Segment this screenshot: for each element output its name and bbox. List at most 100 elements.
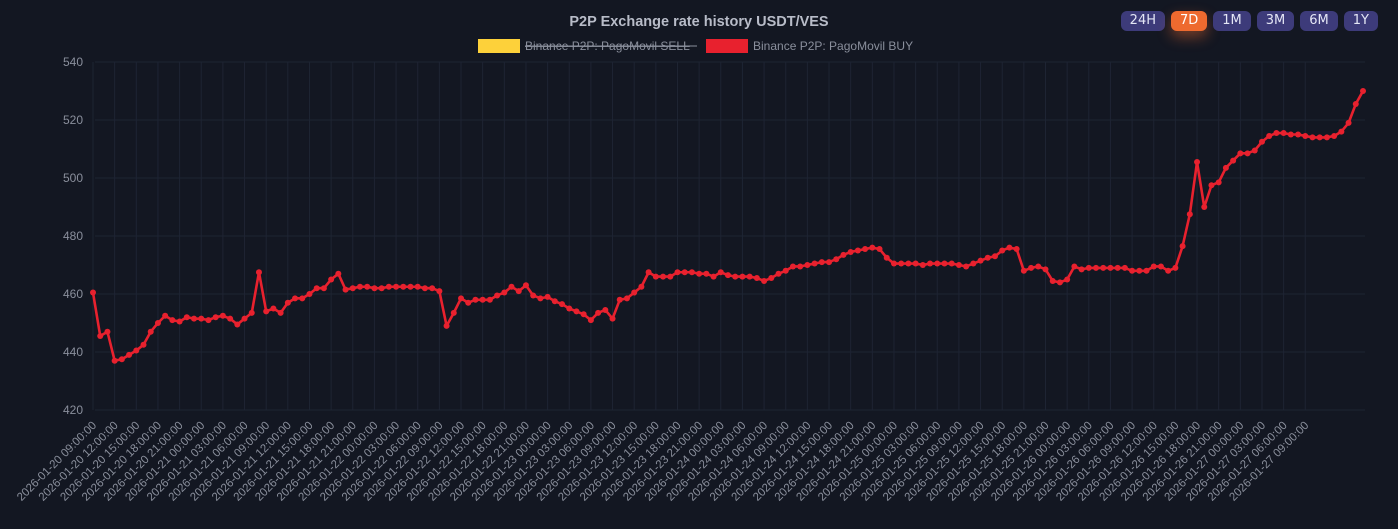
data-point[interactable]: [645, 269, 652, 276]
data-point[interactable]: [898, 260, 905, 267]
data-point[interactable]: [1273, 130, 1280, 137]
data-point[interactable]: [566, 305, 573, 312]
data-point[interactable]: [631, 289, 638, 296]
data-point[interactable]: [919, 262, 926, 268]
data-point[interactable]: [234, 321, 241, 328]
data-point[interactable]: [580, 311, 587, 318]
data-point[interactable]: [833, 256, 840, 263]
data-point[interactable]: [1100, 264, 1107, 271]
data-point[interactable]: [1020, 267, 1027, 274]
data-point[interactable]: [263, 308, 270, 315]
data-point[interactable]: [227, 315, 234, 322]
data-point[interactable]: [681, 269, 688, 276]
data-point[interactable]: [977, 257, 984, 264]
data-point[interactable]: [1129, 267, 1136, 274]
data-point[interactable]: [479, 296, 486, 303]
data-point[interactable]: [198, 315, 205, 322]
data-point[interactable]: [551, 298, 558, 305]
data-point[interactable]: [342, 286, 349, 293]
data-point[interactable]: [804, 262, 811, 268]
data-point[interactable]: [1165, 267, 1172, 274]
data-point[interactable]: [1222, 164, 1229, 171]
data-point[interactable]: [587, 317, 594, 324]
data-point[interactable]: [472, 296, 479, 303]
legend-label[interactable]: Binance P2P: PagoMovil BUY: [753, 39, 913, 53]
data-point[interactable]: [1302, 132, 1309, 139]
data-point[interactable]: [1157, 263, 1164, 270]
data-point[interactable]: [133, 347, 140, 354]
data-point[interactable]: [378, 285, 385, 292]
data-point[interactable]: [703, 270, 710, 277]
data-point[interactable]: [486, 296, 493, 303]
data-point[interactable]: [1035, 263, 1042, 270]
data-point[interactable]: [1316, 134, 1323, 141]
data-point[interactable]: [126, 351, 133, 358]
data-point[interactable]: [948, 260, 955, 267]
data-point[interactable]: [1186, 211, 1193, 218]
data-point[interactable]: [1056, 279, 1063, 286]
data-point[interactable]: [667, 273, 674, 280]
data-point[interactable]: [407, 283, 414, 290]
data-point[interactable]: [494, 292, 501, 299]
data-point[interactable]: [890, 260, 897, 267]
data-point[interactable]: [104, 328, 111, 335]
data-point[interactable]: [400, 283, 407, 290]
data-point[interactable]: [746, 273, 753, 280]
data-point[interactable]: [573, 308, 580, 315]
data-point[interactable]: [1309, 134, 1316, 141]
data-point[interactable]: [797, 263, 804, 270]
data-point[interactable]: [299, 295, 306, 302]
data-point[interactable]: [385, 283, 392, 290]
data-point[interactable]: [927, 260, 934, 267]
data-point[interactable]: [436, 288, 443, 295]
data-point[interactable]: [696, 270, 703, 277]
data-point[interactable]: [1345, 119, 1352, 126]
data-point[interactable]: [775, 270, 782, 277]
data-point[interactable]: [1338, 128, 1345, 135]
data-point[interactable]: [270, 305, 277, 312]
data-point[interactable]: [559, 301, 566, 308]
data-point[interactable]: [811, 260, 818, 267]
data-point[interactable]: [934, 260, 941, 267]
data-point[interactable]: [364, 283, 371, 290]
data-point[interactable]: [371, 285, 378, 292]
data-point[interactable]: [941, 260, 948, 267]
data-point[interactable]: [963, 263, 970, 270]
data-point[interactable]: [1121, 264, 1128, 271]
data-point[interactable]: [1136, 267, 1143, 274]
data-point[interactable]: [508, 283, 515, 290]
data-point[interactable]: [638, 283, 645, 290]
data-point[interactable]: [443, 322, 450, 329]
data-point[interactable]: [1179, 243, 1186, 250]
data-point[interactable]: [876, 246, 883, 253]
data-point[interactable]: [984, 254, 991, 261]
data-point[interactable]: [292, 295, 299, 302]
data-point[interactable]: [1352, 101, 1359, 108]
data-point[interactable]: [991, 253, 998, 260]
data-point[interactable]: [450, 309, 457, 316]
data-point[interactable]: [154, 320, 161, 326]
range-button-1y[interactable]: 1Y: [1343, 11, 1378, 31]
data-point[interactable]: [176, 318, 183, 325]
range-button-6m[interactable]: 6M: [1300, 11, 1338, 31]
data-point[interactable]: [1237, 150, 1244, 157]
data-point[interactable]: [522, 282, 529, 289]
data-point[interactable]: [782, 267, 789, 274]
data-point[interactable]: [183, 314, 190, 321]
data-point[interactable]: [595, 309, 602, 316]
data-point[interactable]: [710, 273, 717, 280]
data-point[interactable]: [356, 283, 363, 290]
data-point[interactable]: [1107, 264, 1114, 271]
legend-swatch[interactable]: [478, 39, 520, 53]
data-point[interactable]: [118, 356, 125, 363]
data-point[interactable]: [284, 299, 291, 306]
data-point[interactable]: [458, 295, 465, 302]
data-point[interactable]: [1258, 138, 1265, 145]
data-point[interactable]: [840, 251, 847, 258]
data-point[interactable]: [255, 269, 262, 276]
data-point[interactable]: [616, 296, 623, 303]
data-point[interactable]: [1280, 130, 1287, 137]
data-point[interactable]: [623, 295, 630, 302]
data-point[interactable]: [313, 285, 320, 292]
data-point[interactable]: [1049, 277, 1056, 284]
